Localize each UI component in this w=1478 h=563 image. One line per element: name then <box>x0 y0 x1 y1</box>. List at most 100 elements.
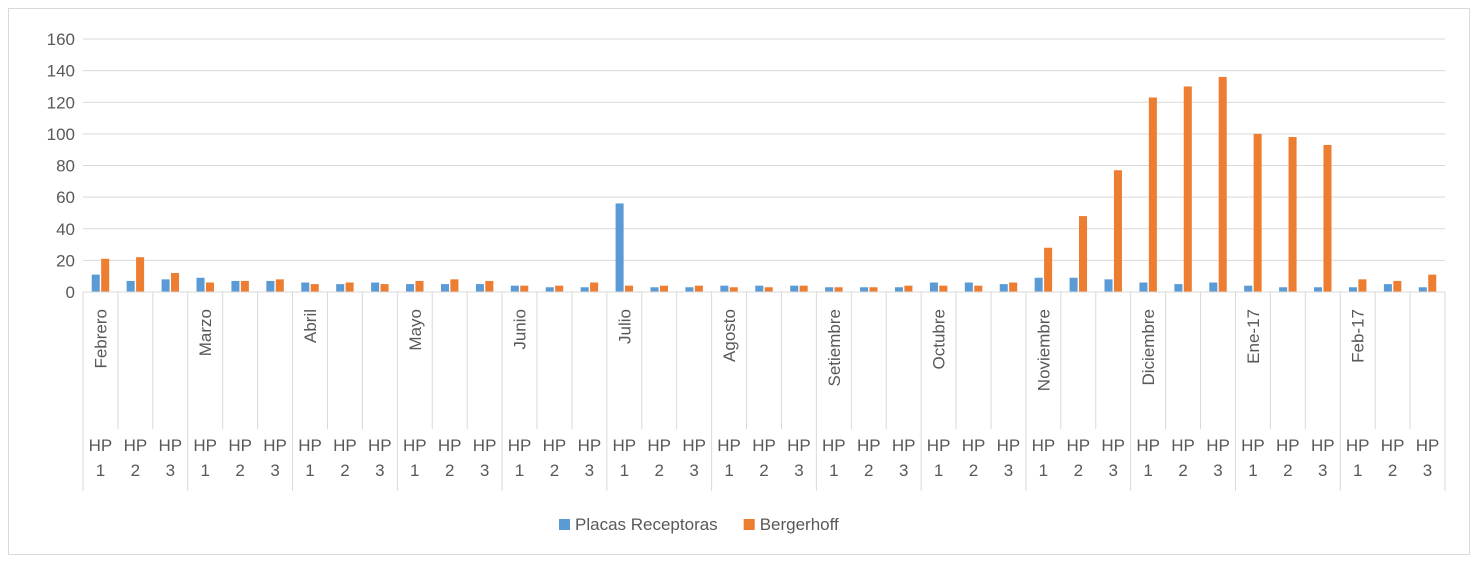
bar-placas-receptoras <box>1244 285 1253 292</box>
x-subcategory-label: HP <box>892 436 916 455</box>
x-group-label: Junio <box>511 309 530 350</box>
x-subcategory-label: HP <box>927 436 951 455</box>
bar-placas-receptoras <box>860 287 869 292</box>
x-subcategory-label: 3 <box>689 461 698 480</box>
x-subcategory-label: 1 <box>724 461 733 480</box>
x-group-label: Mayo <box>406 309 425 351</box>
legend-swatch <box>743 519 755 530</box>
x-group-label: Diciembre <box>1139 309 1158 386</box>
bar-placas-receptoras <box>1069 277 1078 292</box>
bar-placas-receptoras <box>510 285 519 292</box>
bar-bergerhoff <box>1079 216 1088 292</box>
y-tick-label: 140 <box>47 62 75 81</box>
x-subcategory-label: HP <box>1136 436 1160 455</box>
x-subcategory-label: 1 <box>620 461 629 480</box>
x-subcategory-label: HP <box>543 436 567 455</box>
x-group-label: Octubre <box>930 309 949 369</box>
bar-bergerhoff <box>1393 280 1402 292</box>
x-group-label: Abril <box>301 309 320 343</box>
x-group-label: Julio <box>615 309 634 344</box>
bar-bergerhoff <box>1113 170 1122 292</box>
grid-lines <box>83 38 1445 293</box>
x-subcategory-label: HP <box>403 436 427 455</box>
bar-placas-receptoras <box>1314 287 1323 292</box>
bar-placas-receptoras <box>825 287 834 292</box>
bar-placas-receptoras <box>440 284 449 292</box>
bar-bergerhoff <box>729 287 738 292</box>
bar-placas-receptoras <box>406 284 415 292</box>
bar-bergerhoff <box>380 284 389 292</box>
bar-bergerhoff <box>555 285 564 292</box>
bar-bergerhoff <box>939 285 948 292</box>
x-subcategory-label: HP <box>298 436 322 455</box>
bar-chart: 0 20 40 60 80 100 120 140 160 HP 1 HP 2 HP 3 HP 1 HP 2 HP 3… <box>47 30 1446 534</box>
x-subcategory-label: HP <box>508 436 532 455</box>
y-tick-label: 120 <box>47 93 75 112</box>
bar-placas-receptoras <box>1034 277 1043 292</box>
x-subcategory-label: HP <box>752 436 776 455</box>
bar-bergerhoff <box>764 287 773 292</box>
bar-bergerhoff <box>1288 137 1297 292</box>
bar-bergerhoff <box>450 279 459 292</box>
bar-bergerhoff <box>1323 144 1332 292</box>
x-subcategory-label: 2 <box>864 461 873 480</box>
x-subcategory-label: HP <box>612 436 636 455</box>
y-tick-label: 0 <box>66 283 75 302</box>
x-subcategory-label: 1 <box>1039 461 1048 480</box>
bar-bergerhoff <box>904 285 913 292</box>
chart-frame: 0 20 40 60 80 100 120 140 160 HP 1 HP 2 HP 3 HP 1 HP 2 HP 3… <box>8 8 1470 555</box>
x-group-label: Noviembre <box>1034 309 1053 391</box>
x-subcategory-label: HP <box>997 436 1021 455</box>
x-subcategory-label: 2 <box>759 461 768 480</box>
x-subcategory-label: HP <box>578 436 602 455</box>
x-group-label: Marzo <box>196 309 215 356</box>
bar-bergerhoff <box>415 280 424 292</box>
x-group-label: Ene-17 <box>1244 309 1263 364</box>
x-subcategory-label: 3 <box>899 461 908 480</box>
y-axis: 0 20 40 60 80 100 120 140 160 <box>47 30 75 302</box>
x-subcategory-label: HP <box>193 436 217 455</box>
x-group-label: Feb-17 <box>1349 309 1368 363</box>
bar-placas-receptoras <box>301 282 310 292</box>
x-subcategory-label: HP <box>717 436 741 455</box>
bar-bergerhoff <box>1253 133 1262 292</box>
x-subcategory-label: 3 <box>1004 461 1013 480</box>
x-subcategory-label: HP <box>822 436 846 455</box>
x-subcategory-label: 1 <box>829 461 838 480</box>
x-subcategory-label: 2 <box>550 461 559 480</box>
bar-bergerhoff <box>171 273 180 292</box>
bar-placas-receptoras <box>580 287 589 292</box>
x-subcategory-label: 1 <box>515 461 524 480</box>
bar-bergerhoff <box>869 287 878 292</box>
bar-bergerhoff <box>520 285 529 292</box>
bar-placas-receptoras <box>685 287 694 292</box>
x-subcategory-label: 2 <box>1178 461 1187 480</box>
bar-placas-receptoras <box>475 284 484 292</box>
x-subcategory-label: 3 <box>1108 461 1117 480</box>
x-subcategory-label: HP <box>333 436 357 455</box>
bar-placas-receptoras <box>1279 287 1288 292</box>
x-subcategory-label: HP <box>962 436 986 455</box>
x-subcategory-label: HP <box>1311 436 1335 455</box>
legend-label: Bergerhoff <box>760 515 839 534</box>
x-subcategory-label: HP <box>473 436 497 455</box>
x-subcategory-label: HP <box>1416 436 1440 455</box>
x-subcategory-label: 1 <box>200 461 209 480</box>
x-subcategory-label: HP <box>228 436 252 455</box>
y-tick-label: 80 <box>56 157 75 176</box>
x-subcategory-label: 3 <box>480 461 489 480</box>
x-subcategory-label: 2 <box>235 461 244 480</box>
x-subcategory-label: 2 <box>445 461 454 480</box>
x-subcategory-label: HP <box>438 436 462 455</box>
bar-bergerhoff <box>275 279 284 292</box>
bar-bergerhoff <box>1148 97 1157 292</box>
bar-bergerhoff <box>310 284 319 292</box>
bar-placas-receptoras <box>126 280 135 292</box>
x-subcategory-label: 2 <box>1388 461 1397 480</box>
bar-placas-receptoras <box>1383 284 1392 292</box>
bar-placas-receptoras <box>1348 287 1357 292</box>
bar-bergerhoff <box>1358 279 1367 292</box>
bar-bergerhoff <box>101 258 110 292</box>
bar-bergerhoff <box>1218 76 1227 292</box>
x-group-label: Setiembre <box>825 309 844 386</box>
